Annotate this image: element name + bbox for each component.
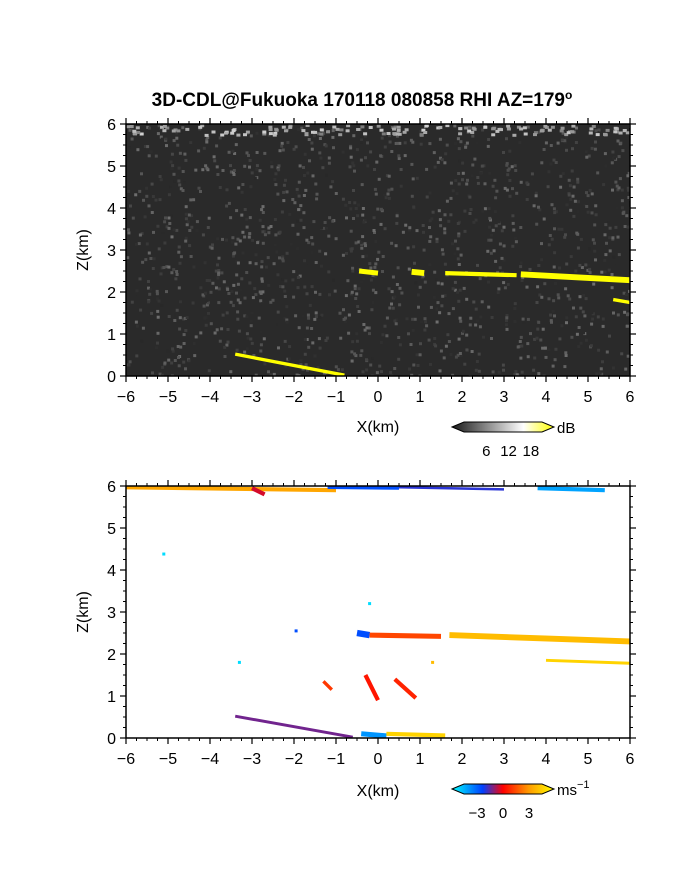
velocity-y-tick-label: 6 [107,479,116,496]
reflectivity-x-tick-label: 1 [416,389,425,406]
reflectivity-echo-segment [234,352,345,376]
reflectivity-x-tick-label: 6 [626,389,635,406]
reflectivity-y-tick-label: 3 [107,243,116,260]
reflectivity-colorbar-tick-label: 18 [523,443,540,460]
velocity-x-tick-label: 6 [626,751,635,768]
reflectivity-y-tick-label: 0 [107,369,116,386]
reflectivity-colorbar-tick-label: 12 [500,443,517,460]
velocity-x-tick-label: 2 [458,751,467,768]
reflectivity-y-tick-label: 2 [107,285,116,302]
reflectivity-echo-segment [445,271,517,278]
velocity-colorbar-bar [450,783,556,795]
reflectivity-x-axis-label: X(km) [357,419,400,436]
velocity-x-axis: −6 −5 −4 −3 −2 −1 0 1 2 3 4 5 6 [117,480,635,768]
reflectivity-x-tick-label: −6 [117,389,135,406]
velocity-colorbar-tick-label: 3 [525,805,533,822]
velocity-echo-point [237,660,241,664]
velocity-echo-segment [369,632,442,639]
reflectivity-x-tick-label: 3 [500,389,509,406]
velocity-x-tick-label: 0 [374,751,383,768]
velocity-y-axis-label: Z(km) [75,591,92,633]
reflectivity-y-axis-label: Z(km) [75,229,92,271]
velocity-x-tick-label: 3 [500,751,509,768]
velocity-colorbar-unit: ms−1 [557,779,590,799]
reflectivity-x-tick-label: −1 [327,389,345,406]
velocity-colorbar-tick-label: 0 [499,805,507,822]
reflectivity-echo-segment [411,268,425,277]
velocity-y-tick-label: 3 [107,605,116,622]
velocity-echo-segment [393,677,418,700]
reflectivity-colorbar-tick-label: 6 [482,443,490,460]
velocity-echo-segment [234,714,354,738]
velocity-echo-point [431,660,435,664]
velocity-echo-segment [356,629,371,639]
reflectivity-colorbar-unit: dB [557,420,575,437]
reflectivity-y-tick-label: 1 [107,327,116,344]
velocity-echo-segment [386,731,446,738]
velocity-y-tick-label: 5 [107,521,116,538]
velocity-x-tick-label: 1 [416,751,425,768]
reflectivity-echo-segment [520,271,630,284]
velocity-y-tick-label: 2 [107,647,116,664]
velocity-x-tick-label: −4 [201,751,219,768]
reflectivity-x-tick-label: −3 [243,389,261,406]
velocity-echo-point [294,629,298,633]
velocity-x-tick-label: −1 [327,751,345,768]
reflectivity-x-axis: −6 −5 −4 −3 −2 −1 0 1 2 3 4 5 6 [117,118,635,406]
reflectivity-y-tick-label: 6 [107,117,116,134]
reflectivity-noise-texture [126,124,630,376]
velocity-echo-segment [449,632,630,645]
reflectivity-x-tick-label: −2 [285,389,303,406]
reflectivity-x-tick-label: 0 [374,389,383,406]
velocity-echo-segment [398,486,505,491]
velocity-y-tick-label: 4 [107,563,116,580]
velocity-echo-segment [545,658,630,665]
reflectivity-echoes [234,268,630,376]
velocity-x-tick-label: 5 [584,751,593,768]
velocity-x-tick-label: 4 [542,751,551,768]
velocity-echoes [126,486,630,738]
reflectivity-x-tick-label: 5 [584,389,593,406]
velocity-echo-point [162,552,166,556]
reflectivity-y-tick-label: 4 [107,201,116,218]
reflectivity-x-tick-label: 2 [458,389,467,406]
reflectivity-x-tick-label: 4 [542,389,551,406]
velocity-x-tick-label: −2 [285,751,303,768]
reflectivity-echo-segment [612,297,630,305]
velocity-echo-segment [327,486,400,490]
velocity-echo-segment [363,674,380,702]
velocity-y-tick-label: 1 [107,689,116,706]
velocity-colorbar: −3 0 3 ms−1 [450,779,590,822]
velocity-echo-segment [360,731,387,738]
reflectivity-echo-segment [358,268,379,276]
velocity-echo-segment [126,486,337,493]
velocity-y-axis: 0 1 2 3 4 5 6 [107,479,636,748]
reflectivity-y-axis: 0 1 2 3 4 5 6 [107,117,636,386]
velocity-x-tick-label: −3 [243,751,261,768]
reflectivity-y-tick-label: 5 [107,159,116,176]
velocity-x-axis-label: X(km) [357,783,400,800]
reflectivity-x-tick-label: −5 [159,389,177,406]
velocity-echo-point [368,602,372,606]
velocity-x-tick-label: −6 [117,751,135,768]
velocity-echo-segment [322,680,333,691]
velocity-y-tick-label: 0 [107,731,116,748]
reflectivity-colorbar: 6 12 18 dB [450,420,575,460]
velocity-echo-segment [251,486,266,497]
reflectivity-plot-background [126,124,630,376]
chart-title: 3D-CDL@Fukuoka 170118 080858 RHI AZ=179o [152,88,573,111]
reflectivity-colorbar-bar [450,421,556,433]
velocity-colorbar-tick-label: −3 [468,805,485,822]
velocity-x-tick-label: −5 [159,751,177,768]
velocity-echo-segment [537,486,605,493]
reflectivity-x-tick-label: −4 [201,389,219,406]
